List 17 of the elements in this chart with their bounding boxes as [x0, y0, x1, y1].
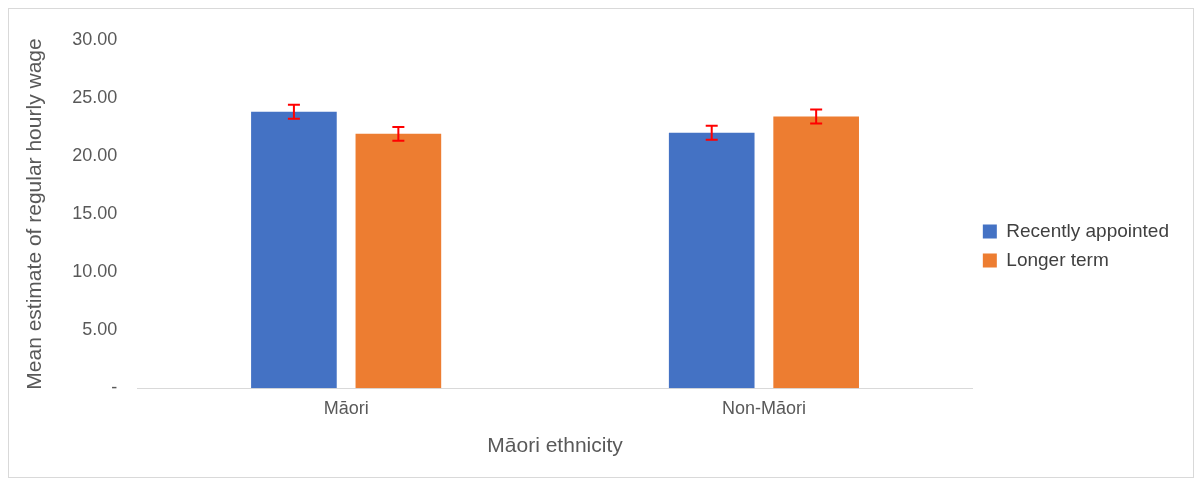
y-tick-label: 20.00	[72, 144, 118, 165]
y-tick-label: -	[111, 377, 118, 398]
x-tick-label: Non-Māori	[721, 397, 806, 418]
y-tick-label: 5.00	[82, 319, 118, 340]
x-axis-title: Māori ethnicity	[487, 433, 624, 457]
bar	[773, 116, 859, 389]
y-tick-label: 15.00	[72, 202, 118, 223]
bar	[355, 133, 442, 389]
bar	[668, 132, 755, 389]
bar	[251, 111, 337, 389]
legend-label: Recently appointed	[1006, 219, 1169, 241]
legend-label: Longer term	[1006, 248, 1109, 270]
y-tick-label: 10.00	[72, 261, 118, 282]
y-axis-title: Mean estimate of regular hourly wage	[22, 38, 46, 390]
y-tick-label: 30.00	[72, 28, 118, 49]
x-tick-label: Māori	[323, 397, 369, 418]
y-tick-label: 25.00	[72, 86, 118, 107]
